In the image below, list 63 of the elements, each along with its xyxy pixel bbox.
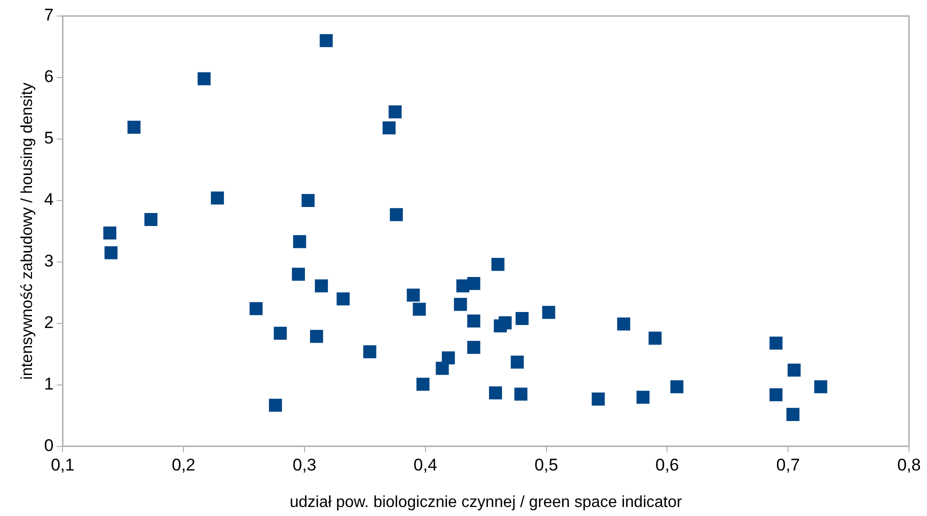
point — [302, 194, 315, 207]
y-tick-label: 7 — [44, 6, 54, 25]
point — [127, 120, 140, 134]
x-tick-label: 0,1 — [50, 455, 74, 474]
point — [382, 121, 396, 134]
point — [467, 340, 480, 354]
point — [788, 364, 801, 377]
x-tick-label: 0,7 — [776, 455, 800, 474]
point — [314, 279, 328, 292]
point — [617, 318, 630, 331]
point — [769, 388, 783, 402]
x-tick-label: 0,6 — [655, 455, 680, 474]
y-tick-label: 1 — [44, 374, 54, 394]
point — [268, 398, 282, 412]
point — [454, 298, 467, 311]
point — [769, 336, 783, 350]
point — [786, 408, 800, 421]
point — [670, 380, 684, 394]
point — [636, 390, 650, 404]
y-tick-label: 6 — [44, 67, 54, 86]
point — [648, 332, 662, 345]
x-tick-label: 0,3 — [292, 455, 316, 474]
point — [293, 235, 306, 248]
x-axis-title: udział pow. biologicznie czynnej / green space indicator — [290, 494, 683, 511]
point — [488, 386, 502, 400]
point — [292, 268, 305, 281]
point — [103, 226, 116, 240]
point — [274, 326, 287, 340]
point — [467, 314, 480, 328]
point — [198, 72, 211, 86]
point — [514, 388, 528, 401]
y-tick-label: 4 — [44, 190, 54, 210]
point — [592, 392, 605, 406]
point — [363, 345, 376, 358]
point — [491, 258, 504, 271]
point — [442, 351, 455, 364]
point — [336, 292, 350, 306]
point — [390, 208, 403, 222]
x-tick-label: 0,4 — [414, 455, 438, 474]
point — [310, 330, 324, 343]
y-tick-label: 0 — [44, 436, 54, 456]
point — [250, 302, 263, 316]
point — [416, 378, 430, 391]
point — [210, 191, 224, 205]
point — [104, 246, 118, 260]
point — [814, 380, 828, 394]
x-tick-label: 0,8 — [897, 455, 921, 474]
point — [467, 276, 480, 290]
x-tick-label: 0,5 — [534, 455, 558, 474]
point — [510, 356, 524, 369]
point — [542, 306, 556, 319]
point — [406, 288, 420, 302]
y-axis-title: intensywność zabudowy / housing density — [19, 82, 36, 380]
point — [412, 302, 426, 316]
point — [388, 105, 402, 118]
y-tick-label: 2 — [44, 313, 54, 332]
point — [516, 312, 529, 326]
point — [320, 34, 333, 48]
point — [494, 319, 507, 332]
y-tick-label: 3 — [44, 252, 54, 271]
x-tick-label: 0,2 — [172, 455, 196, 474]
point — [144, 213, 158, 226]
y-tick-label: 5 — [44, 128, 54, 148]
